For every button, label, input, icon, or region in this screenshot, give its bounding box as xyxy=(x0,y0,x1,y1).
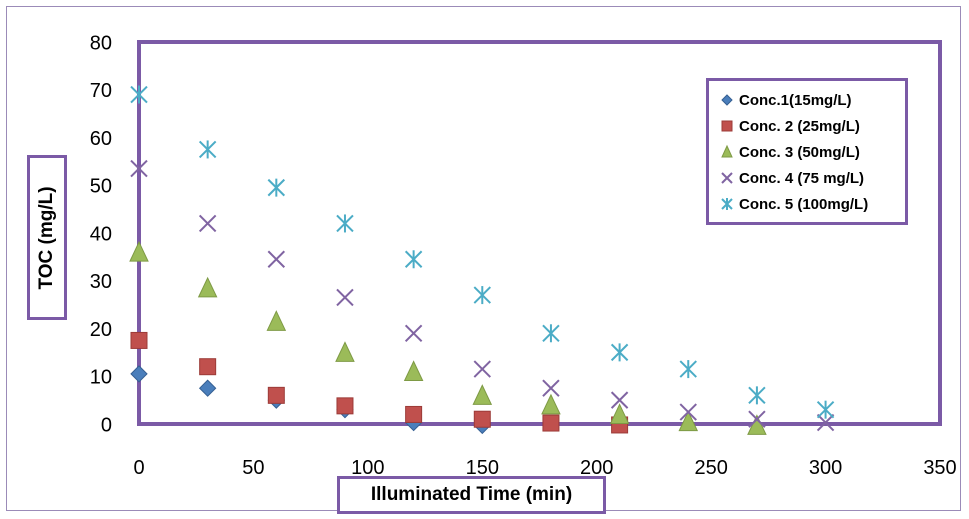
y-axis-title: TOC (mg/L) xyxy=(27,155,67,320)
legend-label: Conc.1(15mg/L) xyxy=(739,91,852,109)
x-tick-label: 0 xyxy=(133,457,144,479)
data-point-series-3 xyxy=(678,410,699,432)
data-point-series-5 xyxy=(473,286,491,305)
data-point-series-2 xyxy=(199,358,217,376)
data-point-series-4 xyxy=(336,288,354,307)
legend-label: Conc. 5 (100mg/L) xyxy=(739,195,869,213)
data-point-series-2 xyxy=(130,331,148,349)
data-point-series-4 xyxy=(679,403,697,421)
data-point-series-5 xyxy=(198,140,217,159)
legend-marker-square-icon xyxy=(721,120,733,132)
legend-label: Conc. 4 (75 mg/L) xyxy=(739,169,865,187)
data-point-series-3 xyxy=(266,310,287,331)
legend-item: Conc. 2 (25mg/L) xyxy=(719,113,905,139)
legend-label: Conc. 2 (25mg/L) xyxy=(739,117,860,135)
data-point-series-4 xyxy=(130,159,148,178)
legend-item: Conc. 4 (75 mg/L) xyxy=(719,165,905,191)
x-tick-label: 250 xyxy=(694,457,727,479)
data-point-series-3 xyxy=(609,403,630,424)
y-tick-label: 10 xyxy=(90,367,112,389)
data-point-series-4 xyxy=(473,360,491,378)
data-point-series-5 xyxy=(130,85,148,104)
data-point-series-3 xyxy=(197,276,218,298)
data-point-series-5 xyxy=(748,386,766,405)
data-point-series-4 xyxy=(542,379,560,397)
data-point-series-1 xyxy=(130,365,148,383)
data-point-series-3 xyxy=(403,360,424,381)
data-point-series-5 xyxy=(542,324,560,343)
data-point-series-5 xyxy=(267,178,286,197)
data-point-series-3 xyxy=(335,341,355,362)
legend-item: Conc. 3 (50mg/L) xyxy=(719,139,905,165)
y-tick-label: 50 xyxy=(90,176,112,198)
x-axis-title-text: Illuminated Time (min) xyxy=(370,484,573,505)
legend-item: Conc. 5 (100mg/L) xyxy=(719,191,905,217)
x-axis-title: Illuminated Time (min) xyxy=(337,476,606,514)
data-point-series-2 xyxy=(405,405,423,423)
legend-marker-star-icon xyxy=(721,198,733,210)
data-point-series-2 xyxy=(542,414,560,432)
data-point-series-2 xyxy=(267,386,285,404)
legend-label: Conc. 3 (50mg/L) xyxy=(739,143,860,161)
y-tick-label: 30 xyxy=(90,271,112,293)
legend-marker-triangle-icon xyxy=(721,144,733,158)
data-point-series-4 xyxy=(198,214,217,233)
y-tick-label: 20 xyxy=(90,319,112,341)
y-tick-label: 70 xyxy=(90,80,112,102)
data-point-series-5 xyxy=(610,343,629,362)
x-tick-label: 300 xyxy=(809,457,842,479)
x-tick-label: 150 xyxy=(466,457,499,479)
data-point-series-1 xyxy=(198,379,217,397)
x-tick-label: 100 xyxy=(351,457,384,479)
legend: Conc.1(15mg/L) Conc. 2 (25mg/L) Conc. 3 (5… xyxy=(706,78,908,225)
data-point-series-5 xyxy=(816,400,835,419)
data-point-series-4 xyxy=(748,410,766,428)
y-tick-label: 0 xyxy=(101,414,112,436)
y-tick-label: 60 xyxy=(90,128,112,150)
data-point-series-5 xyxy=(679,360,697,379)
x-tick-label: 200 xyxy=(580,457,613,479)
data-point-series-4 xyxy=(816,413,835,432)
legend-marker-diamond-icon xyxy=(721,94,733,106)
data-point-series-5 xyxy=(404,250,423,269)
legend-marker-x-icon xyxy=(721,172,733,184)
data-point-series-4 xyxy=(404,324,423,342)
data-point-series-2 xyxy=(336,397,354,415)
x-tick-label: 50 xyxy=(242,457,264,479)
y-tick-label: 40 xyxy=(90,223,112,245)
data-point-series-2 xyxy=(473,410,491,428)
x-tick-label: 350 xyxy=(923,457,956,479)
legend-item: Conc.1(15mg/L) xyxy=(719,87,905,113)
data-point-series-3 xyxy=(129,240,149,262)
y-tick-label: 80 xyxy=(90,32,112,54)
data-point-series-5 xyxy=(336,214,354,233)
data-point-series-3 xyxy=(472,384,493,405)
data-point-series-4 xyxy=(610,391,629,409)
data-point-series-4 xyxy=(267,250,286,268)
data-point-series-3 xyxy=(541,393,561,415)
y-axis-title-text: TOC (mg/L) xyxy=(36,185,57,290)
